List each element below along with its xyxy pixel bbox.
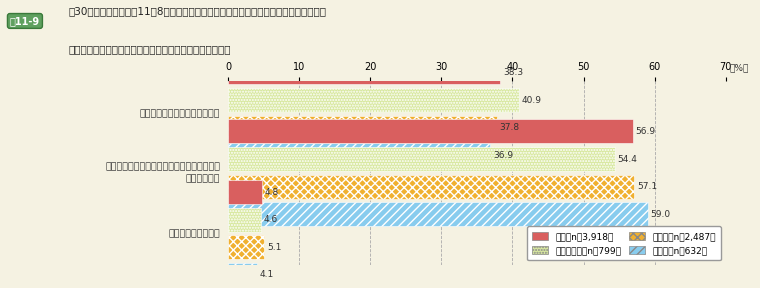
Text: 4.8: 4.8 (265, 188, 279, 197)
Text: パワー・ハラスメントとまでは言わないが、
不満を感じた: パワー・ハラスメントとまでは言わないが、 不満を感じた (106, 162, 220, 183)
Bar (228, 208, 261, 232)
Text: 不満を感じなかった: 不満を感じなかった (169, 229, 220, 238)
Text: 38.3: 38.3 (503, 68, 524, 77)
Text: 37.8: 37.8 (499, 123, 520, 132)
Bar (228, 60, 500, 84)
Legend: 総数（n＝3,918）, 課長補佐級（n＝799）, 係長級（n＝2,487）, その他（n＝632）: 総数（n＝3,918）, 課長補佐級（n＝799）, 係長級（n＝2,487）,… (527, 226, 721, 260)
Text: 59.0: 59.0 (651, 210, 670, 219)
Text: 57.1: 57.1 (637, 182, 657, 191)
Text: 図11-9: 図11-9 (10, 16, 40, 26)
Bar (228, 143, 490, 167)
Text: 4.6: 4.6 (264, 215, 278, 224)
Text: 40.9: 40.9 (521, 96, 542, 105)
Bar (228, 175, 634, 198)
Bar (228, 120, 632, 143)
Text: 56.9: 56.9 (635, 127, 656, 136)
Text: （%）: （%） (730, 63, 749, 72)
Bar (228, 115, 497, 140)
Bar (228, 88, 519, 112)
Text: 4.1: 4.1 (260, 270, 274, 279)
Bar (228, 147, 615, 171)
Text: 5.1: 5.1 (267, 243, 281, 252)
Bar (228, 263, 257, 287)
Text: から受けた厳しい指導をパワー・ハラスメントと感じたか: から受けた厳しい指導をパワー・ハラスメントと感じたか (68, 44, 231, 54)
Text: パワー・ハラスメントと感じた: パワー・ハラスメントと感じた (140, 109, 220, 118)
Text: 54.4: 54.4 (618, 155, 638, 164)
Text: 【30代職員調査】（図11－8で「該当するものはない」以外を選択した者に対し）上司: 【30代職員調査】（図11－8で「該当するものはない」以外を選択した者に対し）上… (68, 6, 326, 16)
Bar (228, 235, 264, 259)
Text: 36.9: 36.9 (493, 151, 514, 160)
Bar (228, 202, 648, 226)
Bar (228, 180, 262, 204)
